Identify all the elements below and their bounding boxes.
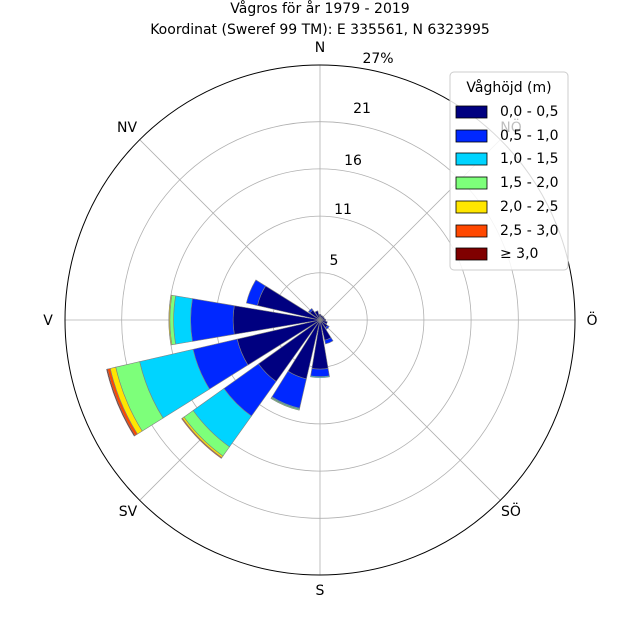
rose-bar-segment — [308, 308, 314, 314]
rose-bar-segment — [324, 337, 334, 345]
direction-label: N — [315, 40, 325, 56]
legend-label: 0,5 - 1,0 — [500, 128, 558, 144]
legend: Våghöjd (m) 0,0 - 0,5 0,5 - 1,0 1,0 - 1,… — [449, 71, 569, 271]
legend-label: 2,5 - 3,0 — [500, 223, 558, 239]
direction-label: SÖ — [501, 502, 521, 520]
legend-title: Våghöjd (m) — [466, 79, 551, 96]
rose-bar-segment — [318, 314, 322, 321]
chart-title: Vågros för år 1979 - 2019 — [230, 0, 409, 17]
direction-label: NÖ — [500, 118, 522, 136]
legend-swatch — [455, 152, 488, 166]
direction-label: SV — [119, 504, 138, 520]
rose-bar-segment — [314, 310, 321, 321]
direction-label: S — [316, 583, 325, 599]
legend-label: 2,0 - 2,5 — [500, 199, 558, 215]
legend-swatch — [455, 105, 488, 119]
direction-label: NV — [117, 120, 137, 136]
legend-swatch — [455, 247, 488, 261]
ring-label: 16 — [344, 153, 362, 169]
rose-bar-segment — [190, 298, 235, 342]
legend-label: ≥ 3,0 — [500, 246, 538, 262]
ring-label: 5 — [330, 253, 339, 269]
rose-bar-segment — [181, 417, 223, 459]
legend-swatch — [455, 176, 488, 190]
rose-bar-segment — [106, 368, 136, 437]
rose-bars — [106, 279, 334, 459]
legend-swatch — [455, 129, 488, 143]
rose-bar-segment — [270, 397, 300, 411]
ring-label: 11 — [334, 202, 352, 218]
legend-label: 1,5 - 2,0 — [500, 175, 558, 191]
legend-box — [449, 71, 569, 271]
legend-swatch — [455, 200, 488, 214]
legend-swatch — [455, 224, 488, 238]
grid-spoke — [139, 139, 321, 321]
chart-subtitle: Koordinat (Sweref 99 TM): E 335561, N 63… — [150, 22, 490, 38]
legend-label: 0,0 - 0,5 — [500, 104, 558, 120]
rose-bar-segment — [246, 279, 266, 306]
ring-label: 21 — [353, 101, 371, 117]
rose-bar-segment — [310, 368, 330, 377]
polar-outline — [64, 64, 576, 576]
grid-spoke — [319, 319, 501, 501]
direction-labels: N Ö SÖ S SV V NV — [43, 40, 597, 599]
rose-bar-segment — [173, 295, 193, 345]
rose-bar-segment — [325, 325, 330, 330]
ring-label: 27% — [362, 51, 393, 67]
rose-bar-segment — [310, 375, 330, 378]
ring-labels: 5 11 16 21 27% — [330, 51, 394, 269]
direction-label: Ö — [586, 311, 597, 329]
rose-bar-segment — [319, 318, 326, 322]
direction-label: V — [43, 313, 53, 329]
rose-bar-segment — [168, 294, 173, 346]
legend-label: 1,0 - 1,5 — [500, 151, 558, 167]
